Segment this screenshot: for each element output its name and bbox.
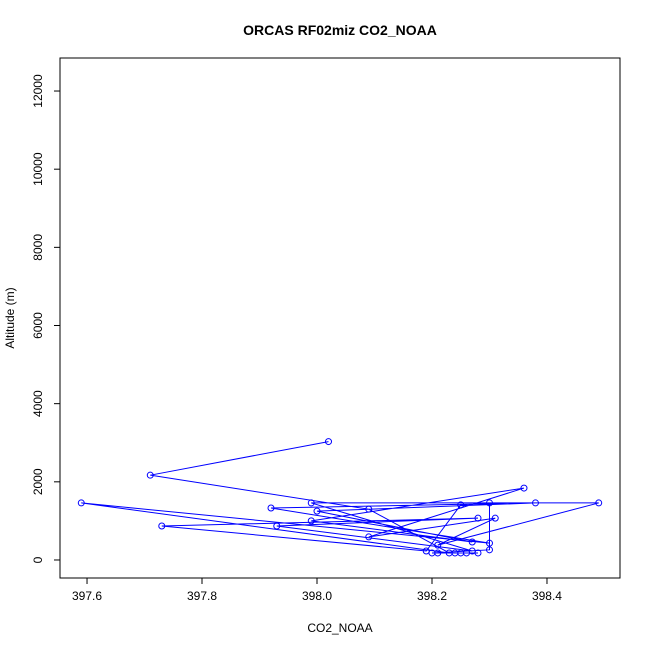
- data-point: [531, 499, 539, 507]
- data-point: [273, 522, 281, 530]
- data-point: [485, 539, 493, 547]
- data-point: [457, 501, 465, 509]
- data-point: [146, 471, 154, 479]
- data-point: [474, 514, 482, 522]
- data-point: [434, 549, 442, 557]
- x-tick-label: 398.2: [417, 589, 447, 603]
- x-tick-label: 398.4: [532, 589, 562, 603]
- data-point: [485, 546, 493, 554]
- chart-title: ORCAS RF02miz CO2_NOAA: [243, 22, 437, 38]
- y-tick-label: 0: [31, 556, 45, 563]
- y-tick-label: 10000: [31, 152, 45, 186]
- data-point: [365, 505, 373, 513]
- y-tick-label: 2000: [31, 468, 45, 495]
- plot-frame: [59, 57, 621, 579]
- y-tick-label: 12000: [31, 74, 45, 108]
- data-point: [462, 549, 470, 557]
- data-point: [595, 499, 603, 507]
- data-point: [325, 438, 333, 446]
- y-axis-label: Altitude (m): [3, 287, 17, 348]
- x-tick-label: 397.8: [187, 589, 217, 603]
- data-point: [520, 484, 528, 492]
- data-point: [313, 507, 321, 515]
- data-point: [307, 499, 315, 507]
- data-point: [474, 549, 482, 557]
- y-tick-label: 6000: [31, 312, 45, 339]
- data-point: [365, 533, 373, 541]
- data-point: [491, 514, 499, 522]
- data-point: [267, 504, 275, 512]
- y-tick-label: 8000: [31, 234, 45, 261]
- data-point: [468, 538, 476, 546]
- data-point: [158, 522, 166, 530]
- data-point: [307, 517, 315, 525]
- data-point: [485, 499, 493, 507]
- data-line: [81, 441, 599, 554]
- data-point: [434, 541, 442, 549]
- x-axis-label: CO2_NOAA: [307, 621, 372, 635]
- x-tick-label: 398.0: [302, 589, 332, 603]
- y-tick-label: 4000: [31, 390, 45, 417]
- data-point: [77, 499, 85, 507]
- x-tick-label: 397.6: [72, 589, 102, 603]
